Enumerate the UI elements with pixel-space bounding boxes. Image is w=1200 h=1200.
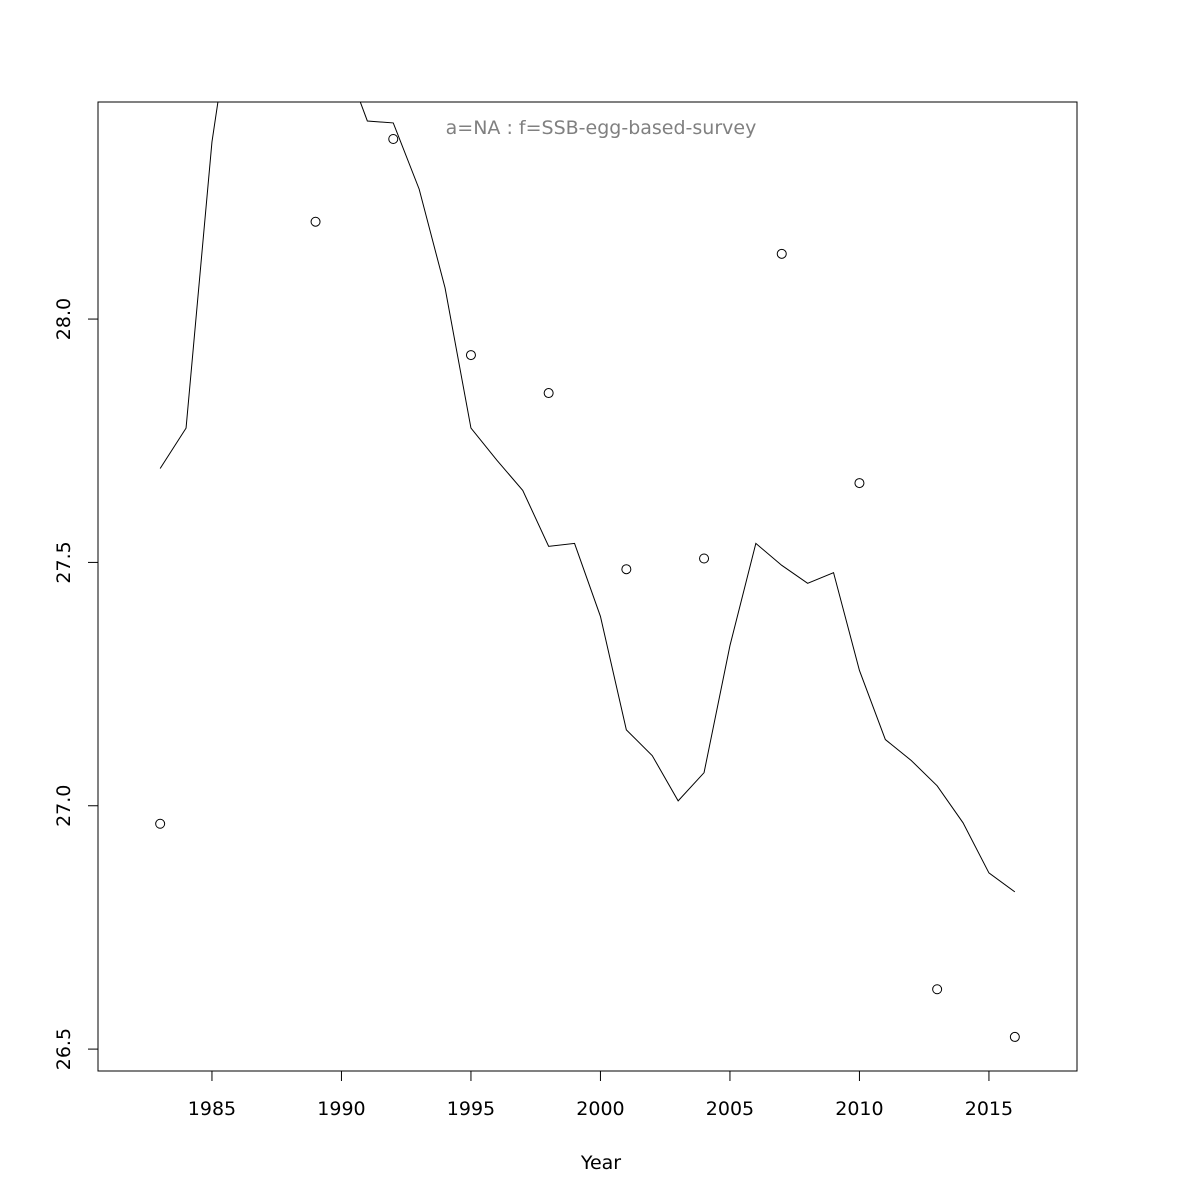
y-tick-label: 28.0 — [53, 298, 75, 340]
x-tick-label: 1995 — [447, 1098, 495, 1120]
line — [159, 102, 1016, 893]
point — [543, 388, 554, 399]
point — [465, 350, 476, 361]
point — [310, 216, 321, 227]
x-tick-label: 1990 — [317, 1098, 365, 1120]
y-tick-label: 27.0 — [53, 785, 75, 827]
point — [388, 133, 399, 144]
x-tick-label: 2000 — [576, 1098, 624, 1120]
x-tick-label: 1985 — [188, 1098, 236, 1120]
chart-title: a=NA : f=SSB-egg-based-survey — [446, 117, 757, 139]
point — [932, 984, 943, 995]
x-tick-label: 2015 — [965, 1098, 1013, 1120]
point — [621, 564, 632, 575]
plot-frame — [97, 101, 1078, 1072]
x-tick-label: 2005 — [706, 1098, 754, 1120]
point — [776, 248, 787, 259]
point — [699, 553, 710, 564]
y-tick-label: 27.5 — [53, 541, 75, 583]
x-axis-label: Year — [580, 1152, 621, 1174]
point — [854, 478, 865, 489]
x-tick-label: 2010 — [835, 1098, 883, 1120]
point — [1009, 1031, 1020, 1042]
y-tick-label: 26.5 — [53, 1028, 75, 1070]
point — [155, 818, 166, 829]
